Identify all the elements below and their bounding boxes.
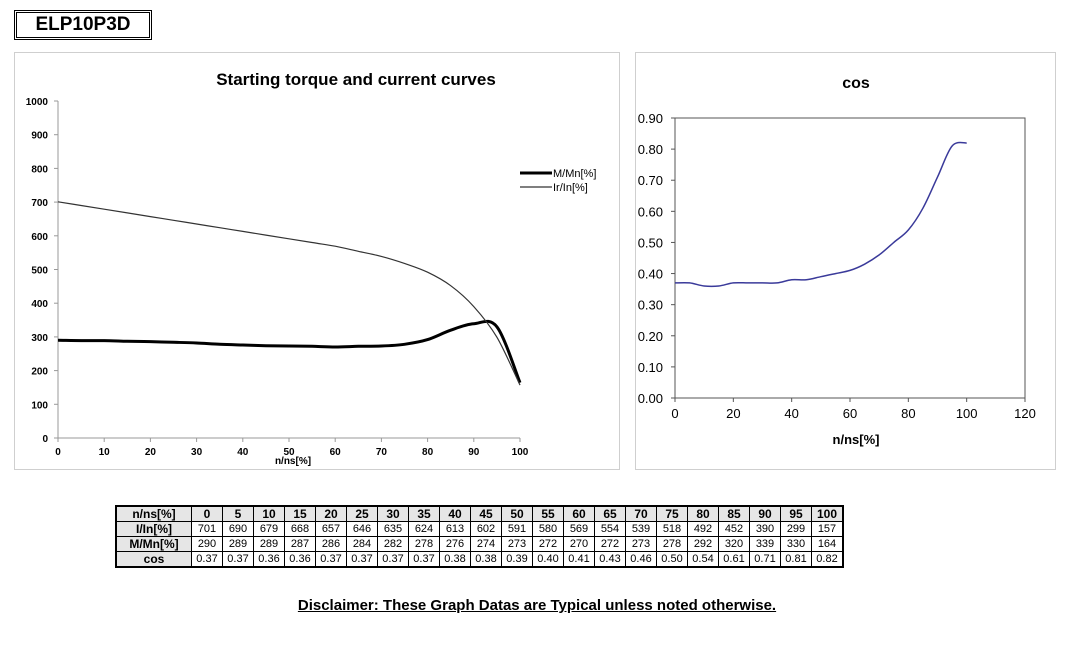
- table-cell: 282: [377, 536, 409, 552]
- table-cell: 289: [253, 536, 285, 552]
- table-cell: 591: [501, 521, 533, 537]
- table-cell: 0.36: [284, 551, 316, 568]
- table-cell: 635: [377, 521, 409, 537]
- table-cell: 273: [501, 536, 533, 552]
- table-cell: 0.36: [253, 551, 285, 568]
- table-cell: 492: [687, 521, 719, 537]
- table-cell: 0.81: [780, 551, 812, 568]
- table-cell: 554: [594, 521, 626, 537]
- table-cell: 0.38: [470, 551, 502, 568]
- table-cell: 0.37: [191, 551, 223, 568]
- model-title: ELP10P3D: [35, 14, 131, 35]
- table-cell: 569: [563, 521, 595, 537]
- table-cell: 679: [253, 521, 285, 537]
- table-cell: 0.54: [687, 551, 719, 568]
- table-column-header: 5: [222, 505, 254, 522]
- table-column-header: 95: [780, 505, 812, 522]
- table-column-header: 20: [315, 505, 347, 522]
- table-cell: 339: [749, 536, 781, 552]
- table-column-header: 30: [377, 505, 409, 522]
- table-cell: 299: [780, 521, 812, 537]
- table-column-header: 65: [594, 505, 626, 522]
- table-column-header: 0: [191, 505, 223, 522]
- table-cell: 270: [563, 536, 595, 552]
- table-column-header: 75: [656, 505, 688, 522]
- data-table: n/ns[%] 0 5 10 15 20 25 30 35 40 45 50 55 60 65 70 75 80 8…: [115, 505, 844, 568]
- table-header-row: n/ns[%] 0 5 10 15 20 25 30 35 40 45 50 55 60 65 70 75 80 8…: [115, 505, 844, 522]
- table-cell: 289: [222, 536, 254, 552]
- table-row: M/Mn[%] 290 289 289 287 286 284 282 278 276 274 273…: [115, 536, 844, 552]
- table-cell: 602: [470, 521, 502, 537]
- table-cell: 287: [284, 536, 316, 552]
- table-column-header: 35: [408, 505, 440, 522]
- table-cell: 290: [191, 536, 223, 552]
- table-cell: 157: [811, 521, 844, 537]
- table-cell: 668: [284, 521, 316, 537]
- table-cell: 330: [780, 536, 812, 552]
- table-row-label: M/Mn[%]: [115, 536, 192, 552]
- disclaimer: Disclaimer: These Graph Datas are Typica…: [297, 597, 777, 614]
- table-cell: 390: [749, 521, 781, 537]
- table-cell: 0.43: [594, 551, 626, 568]
- torque-current-chart-frame: [14, 52, 620, 470]
- table-cell: 0.37: [222, 551, 254, 568]
- table-cell: 272: [532, 536, 564, 552]
- table-cell: 0.38: [439, 551, 471, 568]
- model-title-box: ELP10P3D: [14, 10, 152, 40]
- table-cell: 452: [718, 521, 750, 537]
- table-cell: 0.37: [408, 551, 440, 568]
- table-column-header: 80: [687, 505, 719, 522]
- table-column-header: 40: [439, 505, 471, 522]
- table-row: cos 0.37 0.37 0.36 0.36 0.37 0.37 0.37 0.37 0.38 0…: [115, 551, 844, 568]
- table-cell: 657: [315, 521, 347, 537]
- cos-chart-frame: [635, 52, 1056, 470]
- table-column-header: 85: [718, 505, 750, 522]
- table-cell: 0.39: [501, 551, 533, 568]
- table-cell: 320: [718, 536, 750, 552]
- table-cell: 0.37: [315, 551, 347, 568]
- table-cell: 0.37: [346, 551, 378, 568]
- table-cell: 580: [532, 521, 564, 537]
- table-cell: 278: [408, 536, 440, 552]
- table-cell: 690: [222, 521, 254, 537]
- table-cell: 272: [594, 536, 626, 552]
- table-column-header: 15: [284, 505, 316, 522]
- table-cell: 273: [625, 536, 657, 552]
- table-column-header: 50: [501, 505, 533, 522]
- table-cell: 0.46: [625, 551, 657, 568]
- table-column-header: 90: [749, 505, 781, 522]
- table-row-label: I/In[%]: [115, 521, 192, 537]
- table-cell: 539: [625, 521, 657, 537]
- table-row-label: cos: [115, 551, 192, 568]
- table-cell: 284: [346, 536, 378, 552]
- table-cell: 624: [408, 521, 440, 537]
- table-cell: 0.61: [718, 551, 750, 568]
- table-cell: 276: [439, 536, 471, 552]
- table-cell: 518: [656, 521, 688, 537]
- table-cell: 278: [656, 536, 688, 552]
- table-cell: 0.50: [656, 551, 688, 568]
- table-corner-header: n/ns[%]: [115, 505, 192, 522]
- table-cell: 0.41: [563, 551, 595, 568]
- table-column-header: 60: [563, 505, 595, 522]
- table-cell: 646: [346, 521, 378, 537]
- table-column-header: 70: [625, 505, 657, 522]
- table-column-header: 100: [811, 505, 844, 522]
- table-cell: 701: [191, 521, 223, 537]
- table-cell: 0.82: [811, 551, 844, 568]
- table-column-header: 45: [470, 505, 502, 522]
- table-column-header: 25: [346, 505, 378, 522]
- table-cell: 0.40: [532, 551, 564, 568]
- table-cell: 286: [315, 536, 347, 552]
- table-cell: 164: [811, 536, 844, 552]
- table-cell: 292: [687, 536, 719, 552]
- table-cell: 0.37: [377, 551, 409, 568]
- table-column-header: 10: [253, 505, 285, 522]
- table-cell: 0.71: [749, 551, 781, 568]
- table-cell: 274: [470, 536, 502, 552]
- table-column-header: 55: [532, 505, 564, 522]
- table-row: I/In[%] 701 690 679 668 657 646 635 624 613 602 591…: [115, 521, 844, 537]
- table-cell: 613: [439, 521, 471, 537]
